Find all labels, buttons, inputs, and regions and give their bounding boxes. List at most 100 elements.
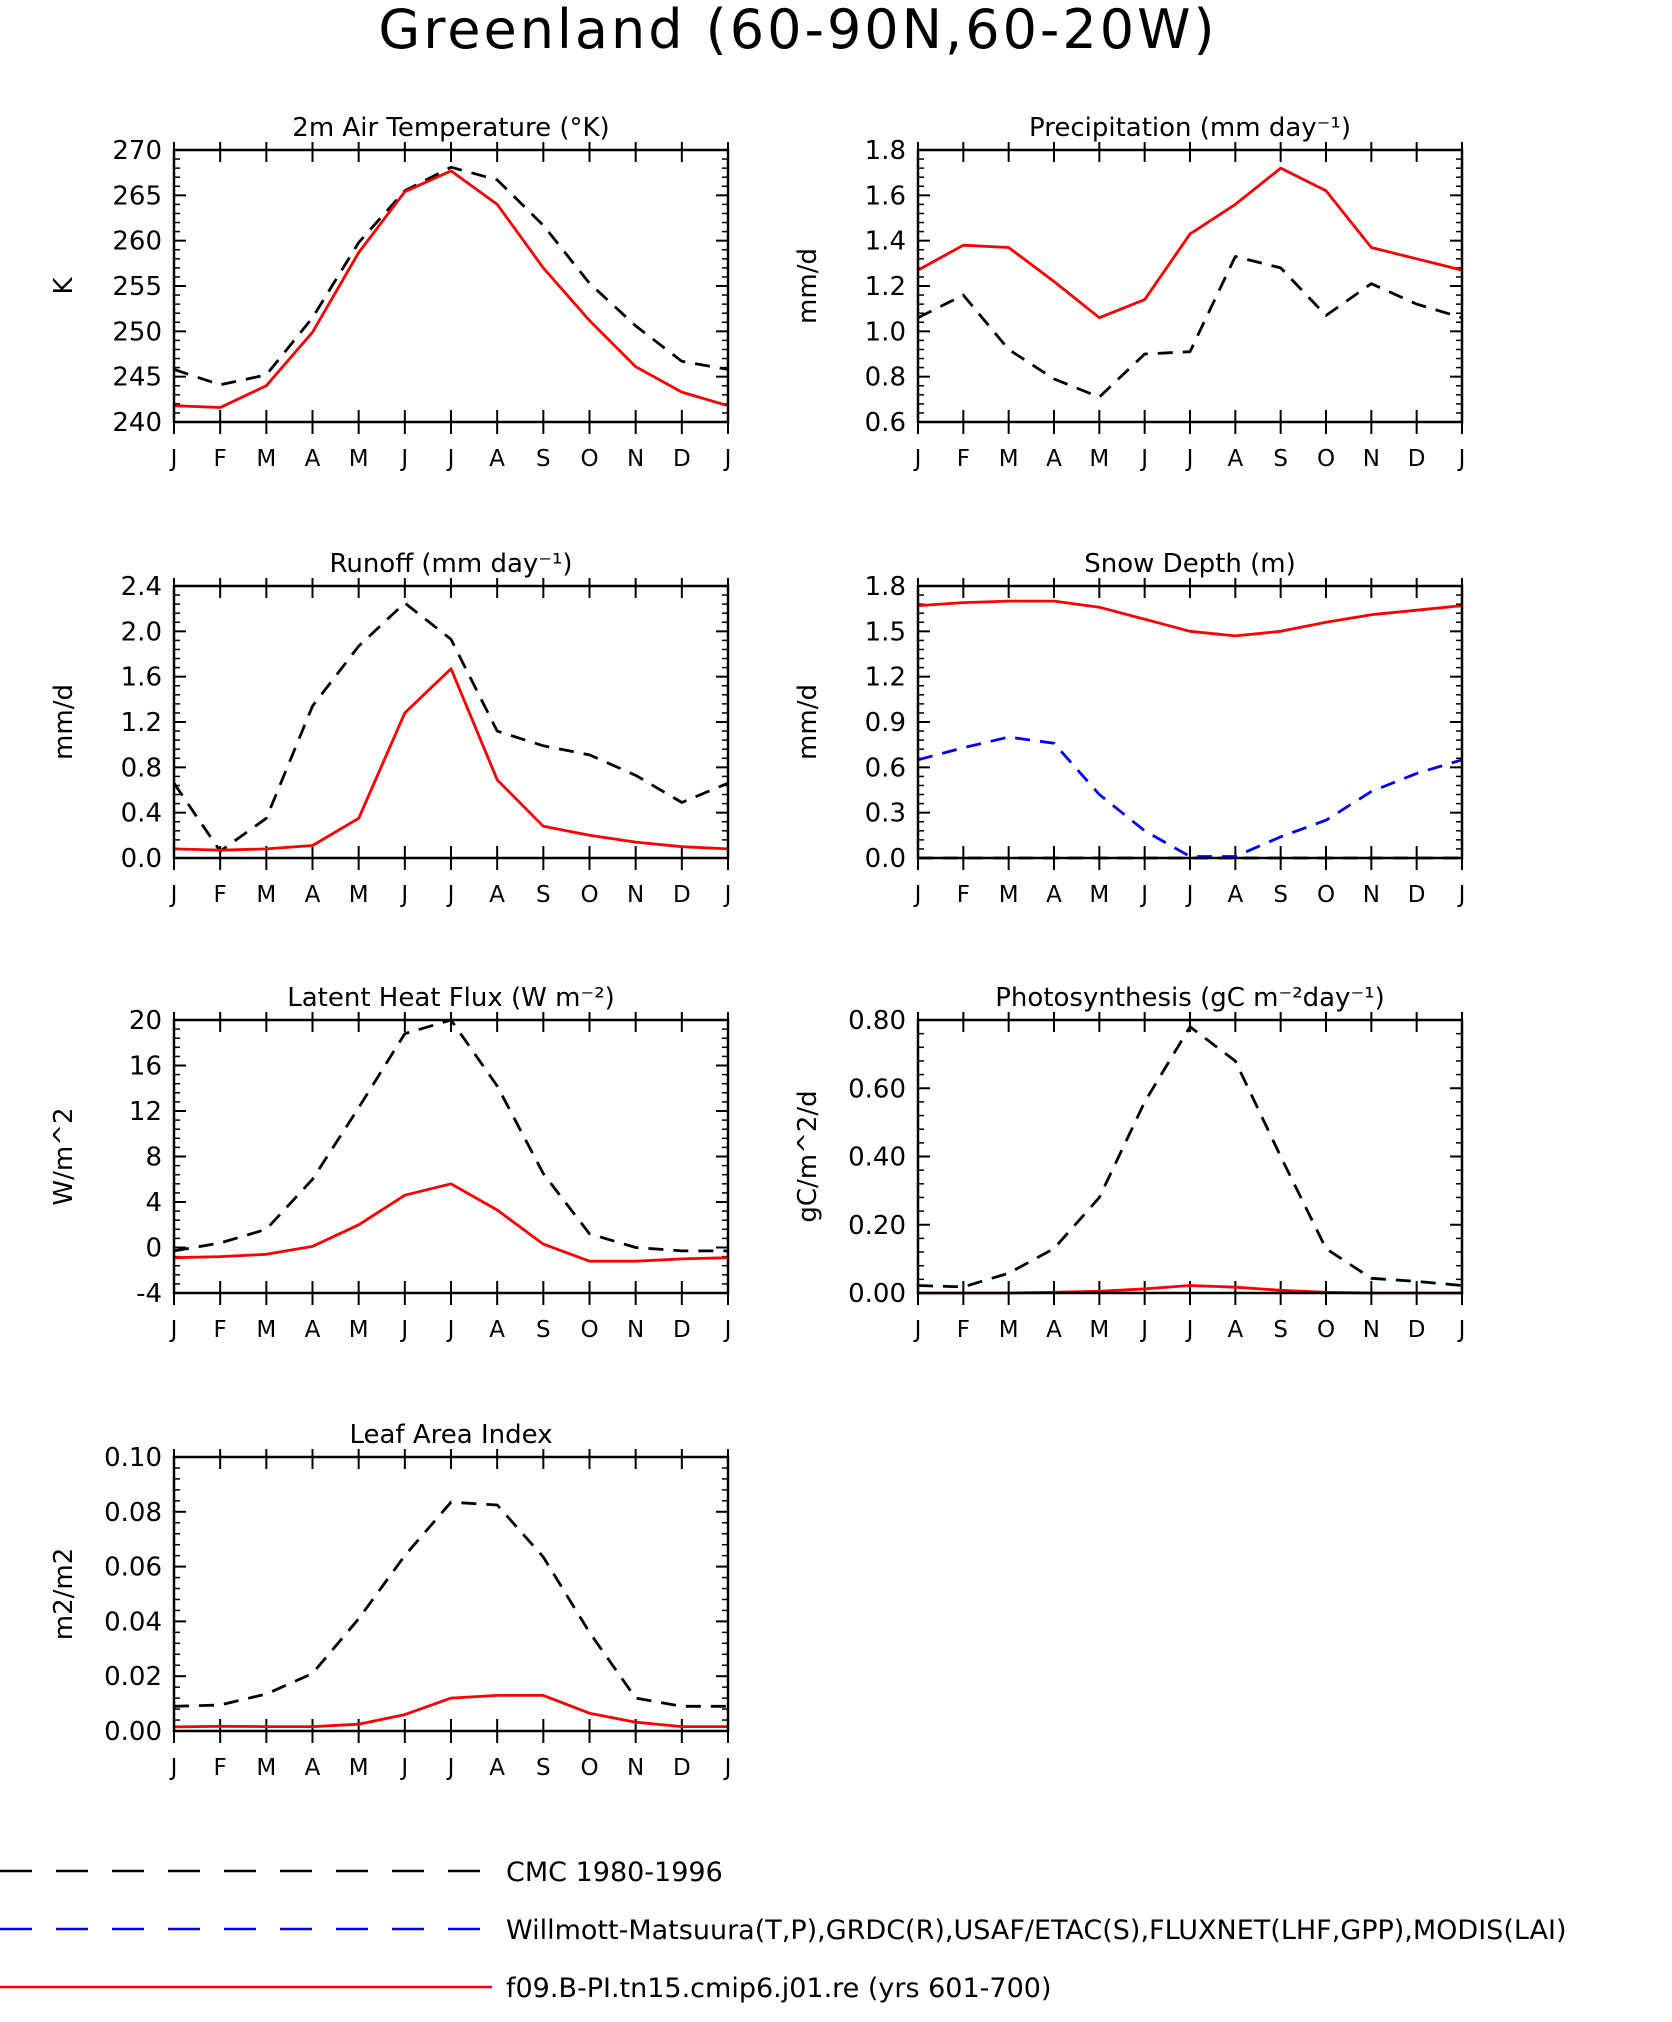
y-tick-label: 1.6 xyxy=(121,663,162,693)
chart-panel: Leaf Area Index m2/m2 0.00 0.02 0.04 0.06 0.08… xyxy=(49,1420,731,1781)
y-tick-label: 1.4 xyxy=(865,227,906,257)
x-tick-label: J xyxy=(1185,882,1194,908)
y-tick-label: 0.6 xyxy=(865,408,906,438)
y-tick-label: 0.40 xyxy=(848,1143,906,1173)
legend-label: Willmott-Matsuura(T,P),GRDC(R),USAF/ETAC… xyxy=(506,1915,1566,1946)
x-tick-label: A xyxy=(305,446,321,472)
x-tick-label: A xyxy=(1046,882,1062,908)
chart-panel: Runoff (mm day⁻¹) mm/d 0.0 0.4 0.8 1.2 1.6 2.0 2… xyxy=(49,549,731,908)
x-tick-label: M xyxy=(256,1755,276,1781)
x-tick-label: J xyxy=(1139,1317,1148,1343)
x-tick-label: N xyxy=(627,1317,644,1343)
x-tick-label: M xyxy=(999,446,1019,472)
plot-frame xyxy=(172,1018,730,1295)
y-axis-label: mm/d xyxy=(793,248,823,324)
x-tick-label: J xyxy=(1457,1317,1466,1343)
series-line-model xyxy=(173,1694,728,1729)
x-tick-label: M xyxy=(349,1755,369,1781)
x-tick-label: N xyxy=(1363,446,1380,472)
y-tick-label: 16 xyxy=(129,1052,162,1082)
series-line-model xyxy=(173,667,729,852)
x-tick-label: A xyxy=(1046,1317,1062,1343)
y-tick-label: 0.02 xyxy=(104,1662,162,1692)
x-tick-label: J xyxy=(446,882,455,908)
x-tick-label: A xyxy=(489,446,505,472)
x-tick-label: A xyxy=(305,1317,321,1343)
x-tick-label: J xyxy=(1185,1317,1194,1343)
x-tick-label: A xyxy=(1227,882,1243,908)
y-tick-label: 0.08 xyxy=(104,1498,162,1528)
panel-title: Precipitation (mm day⁻¹) xyxy=(1029,113,1351,143)
panel-title: Leaf Area Index xyxy=(349,1420,552,1450)
x-tick-label: J xyxy=(723,1755,732,1781)
x-tick-label: M xyxy=(349,446,369,472)
y-tick-label: 0.3 xyxy=(865,799,906,829)
panel-title: Photosynthesis (gC m⁻²day⁻¹) xyxy=(995,983,1384,1013)
x-tick-label: O xyxy=(580,446,598,472)
x-tick-label: J xyxy=(169,1755,178,1781)
series-line-obs xyxy=(173,1500,728,1708)
x-tick-label: N xyxy=(1363,882,1380,908)
y-tick-label: 250 xyxy=(112,317,162,347)
y-tick-label: 20 xyxy=(129,1006,162,1036)
x-tick-label: A xyxy=(305,1755,321,1781)
y-tick-label: 1.5 xyxy=(865,617,906,647)
series-line-model xyxy=(917,599,1463,638)
x-tick-label: J xyxy=(399,446,408,472)
x-tick-label: J xyxy=(723,446,732,472)
x-tick-label: D xyxy=(673,1755,691,1781)
x-tick-label: M xyxy=(1089,446,1109,472)
series-line-obs-alt xyxy=(917,735,1463,858)
legend-label: f09.B-PI.tn15.cmip6.j01.re (yrs 601-700) xyxy=(506,1973,1051,2004)
x-tick-label: M xyxy=(1089,1317,1109,1343)
x-tick-label: J xyxy=(1139,882,1148,908)
x-tick-label: S xyxy=(1273,882,1288,908)
x-tick-label: D xyxy=(1408,1317,1426,1343)
x-tick-label: D xyxy=(673,1317,691,1343)
x-tick-label: J xyxy=(399,882,408,908)
y-axis-label: K xyxy=(49,277,79,295)
x-tick-label: S xyxy=(536,1755,551,1781)
x-tick-label: F xyxy=(957,446,970,472)
series-line-obs xyxy=(172,601,729,853)
plot-frame xyxy=(916,1018,1464,1295)
y-tick-label: 1.2 xyxy=(865,272,906,302)
y-tick-label: 1.2 xyxy=(121,708,162,738)
x-tick-label: F xyxy=(214,446,227,472)
y-tick-label: 1.0 xyxy=(865,317,906,347)
y-tick-label: 0 xyxy=(145,1234,162,1264)
x-tick-label: F xyxy=(214,882,227,908)
series-line-obs xyxy=(173,1018,728,1253)
x-tick-label: J xyxy=(1139,446,1148,472)
y-tick-label: 0.8 xyxy=(865,363,906,393)
page-title: Greenland (60-90N,60-20W) xyxy=(378,0,1217,61)
x-tick-label: S xyxy=(536,882,551,908)
series-line-obs xyxy=(917,255,1463,399)
y-tick-label: 2.0 xyxy=(121,617,162,647)
x-tick-label: J xyxy=(1457,882,1466,908)
chart-panels: 2m Air Temperature (°K) K 240 245 250 255 260 2… xyxy=(49,113,1465,1781)
x-tick-label: N xyxy=(627,882,644,908)
y-tick-label: 0.60 xyxy=(848,1074,906,1104)
x-tick-label: J xyxy=(1185,446,1194,472)
y-tick-label: -4 xyxy=(136,1279,162,1309)
x-tick-label: J xyxy=(169,1317,178,1343)
x-tick-label: A xyxy=(489,1755,505,1781)
x-tick-label: J xyxy=(446,1755,455,1781)
series-line-model xyxy=(173,169,729,409)
y-axis-label: mm/d xyxy=(49,684,79,760)
chart-panel: Precipitation (mm day⁻¹) mm/d 0.6 0.8 1.0 1.2… xyxy=(793,113,1465,472)
x-tick-label: M xyxy=(999,1317,1019,1343)
x-tick-label: J xyxy=(913,446,922,472)
y-tick-label: 0.0 xyxy=(121,844,162,874)
x-tick-label: J xyxy=(446,446,455,472)
x-tick-label: M xyxy=(256,882,276,908)
x-tick-label: J xyxy=(1457,446,1466,472)
panel-title: 2m Air Temperature (°K) xyxy=(292,113,609,143)
x-tick-label: S xyxy=(536,1317,551,1343)
y-tick-label: 0.80 xyxy=(848,1006,906,1036)
y-tick-label: 12 xyxy=(129,1097,162,1127)
chart-panel: Photosynthesis (gC m⁻²day⁻¹) gC/m^2/d 0.00… xyxy=(793,983,1465,1343)
series-line-model xyxy=(917,166,1463,320)
